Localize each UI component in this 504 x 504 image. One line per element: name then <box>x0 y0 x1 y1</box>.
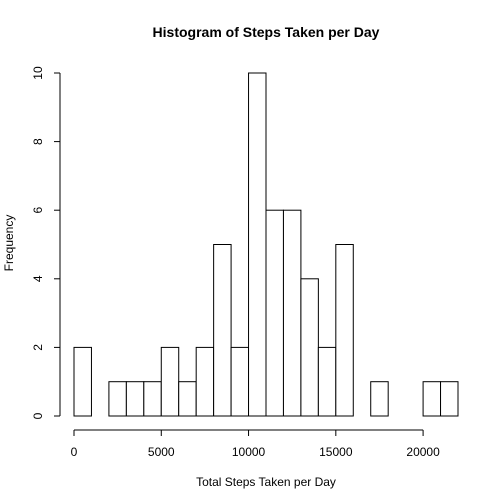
histogram-bar <box>178 381 197 417</box>
histogram-bar <box>440 381 459 417</box>
y-tick-label: 8 <box>31 138 45 145</box>
histogram-bar <box>422 381 442 417</box>
x-axis: 0 5000 10000 15000 20000 <box>71 429 440 459</box>
histogram-bar <box>73 346 92 417</box>
y-tick-label: 4 <box>31 275 45 282</box>
histogram-bar <box>125 381 145 417</box>
histogram-bar <box>230 346 250 417</box>
y-tick-label: 6 <box>31 207 45 214</box>
histogram-bar <box>143 381 162 417</box>
x-tick-label: 20000 <box>406 445 440 459</box>
y-axis: 0 2 4 6 8 10 <box>31 66 61 419</box>
histogram-bar <box>248 72 267 417</box>
x-tick-label: 5000 <box>148 445 175 459</box>
histogram-bar <box>195 346 215 417</box>
y-tick-label: 0 <box>31 412 45 419</box>
y-tick-label: 10 <box>31 66 45 80</box>
histogram-bar <box>370 381 389 417</box>
x-tick-label: 10000 <box>232 445 266 459</box>
histogram-bar <box>282 209 302 417</box>
chart-title: Histogram of Steps Taken per Day <box>153 24 380 40</box>
histogram-bar <box>213 244 232 417</box>
x-tick-label: 0 <box>71 445 78 459</box>
histogram-bar <box>300 278 319 417</box>
histogram-bar <box>335 244 354 417</box>
histogram-bar <box>265 209 284 417</box>
y-axis-label: Frequency <box>2 215 16 272</box>
bars-group <box>73 72 459 417</box>
y-tick-label: 2 <box>31 344 45 351</box>
histogram-bar <box>108 381 127 417</box>
x-axis-label: Total Steps Taken per Day <box>196 475 336 489</box>
histogram-bar <box>160 346 180 417</box>
histogram-bar <box>317 346 337 417</box>
x-tick-label: 15000 <box>319 445 353 459</box>
